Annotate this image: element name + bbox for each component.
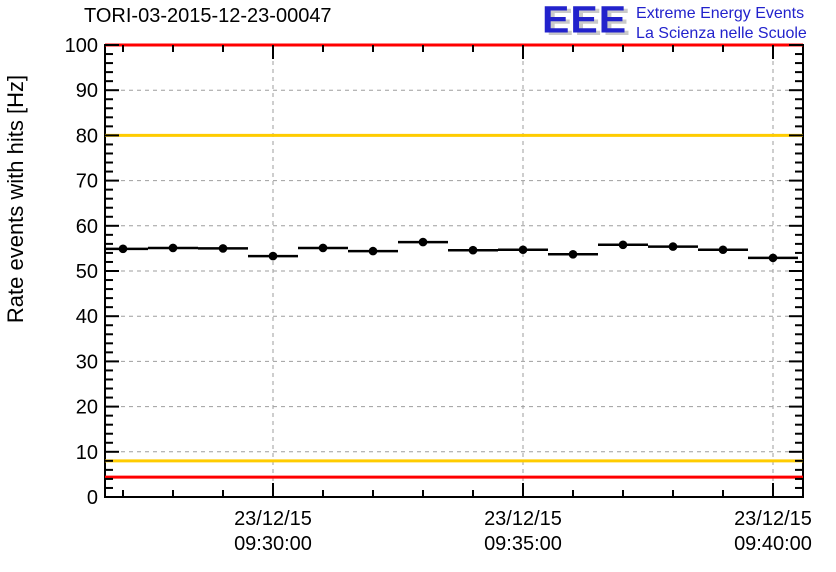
data-point-marker (268, 251, 278, 261)
y-tick-label: 90 (76, 80, 98, 102)
y-tick-label: 30 (76, 351, 98, 373)
y-tick-label: 20 (76, 397, 98, 419)
chart-title: TORI-03-2015-12-23-00047 (84, 5, 332, 27)
data-point-marker (768, 253, 778, 263)
eee-logo-acronym: EEE (542, 0, 628, 41)
eee-logo: EEE Extreme Energy Events La Scienza nel… (542, 1, 807, 44)
x-tick-label-time: 09:35:00 (484, 533, 562, 555)
y-tick-label: 60 (76, 216, 98, 238)
y-tick-label: 80 (76, 125, 98, 147)
y-tick-label: 100 (65, 35, 98, 57)
data-point-marker (168, 243, 178, 253)
y-tick-label: 0 (87, 487, 98, 509)
data-point-marker (468, 245, 478, 255)
y-tick-label: 10 (76, 442, 98, 464)
data-point-marker (518, 245, 528, 255)
data-point-marker (718, 245, 728, 255)
eee-logo-text: Extreme Energy Events La Scienza nelle S… (636, 1, 807, 44)
data-point-marker (568, 249, 578, 259)
data-point-marker (118, 244, 128, 254)
data-point-marker (418, 237, 428, 247)
x-tick-label-date: 23/12/15 (234, 508, 312, 530)
y-tick-label: 70 (76, 171, 98, 193)
x-tick-label-time: 09:30:00 (234, 533, 312, 555)
data-point-marker (668, 242, 678, 251)
eee-logo-line1: Extreme Energy Events (636, 5, 805, 22)
y-axis-title: Rate events with hits [Hz] (3, 74, 28, 324)
data-point-marker (368, 246, 378, 256)
data-point-marker (218, 244, 228, 253)
data-point-marker (618, 240, 628, 250)
y-tick-label: 40 (76, 306, 98, 328)
y-tick-label: 50 (76, 261, 98, 283)
x-tick-label-time: 09:40:00 (734, 533, 812, 555)
x-tick-label-date: 23/12/15 (484, 508, 562, 530)
x-tick-label-date: 23/12/15 (734, 508, 812, 530)
eee-logo-line2: La Scienza nelle Scuole (636, 25, 807, 42)
data-point-marker (318, 243, 328, 253)
